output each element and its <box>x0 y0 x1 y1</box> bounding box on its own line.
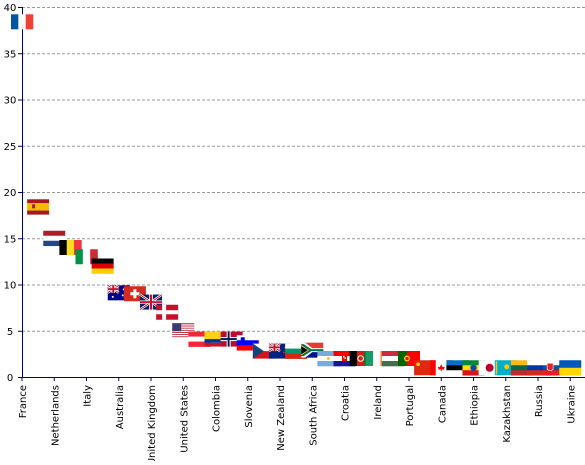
gridlines <box>22 7 585 332</box>
flag-marker-slovenia <box>236 335 259 351</box>
y-tick-label: 20 <box>4 188 17 199</box>
x-tick-label: France <box>18 385 29 418</box>
x-tick-label: New Zealand <box>276 385 287 451</box>
x-tick-label: Portugal <box>405 385 416 426</box>
flag-marker-austria <box>188 331 211 347</box>
x-tick-label: Ukraine <box>566 385 577 424</box>
flag-marker-russia <box>527 360 549 376</box>
flag-marker-ethiopia <box>462 360 485 376</box>
flag-marker-usa <box>172 323 195 339</box>
flag-marker-estonia <box>446 360 469 376</box>
x-tick-label: Italy <box>83 385 94 407</box>
flag-marker-belgium <box>59 240 82 255</box>
flag-marker-spain <box>27 199 50 215</box>
x-tick-label: South Africa <box>308 385 319 446</box>
flag-marker-bulgaria <box>285 343 308 359</box>
y-tick-label: 0 <box>7 373 13 384</box>
x-tick-label: Ethiopia <box>470 385 481 426</box>
flag-marker-germany <box>91 258 114 274</box>
flag-marker-southafrica <box>301 342 324 358</box>
flag-marker-italy <box>75 249 98 265</box>
x-tick-label: Australia <box>115 385 126 429</box>
y-tick-label: 30 <box>4 96 17 107</box>
x-tick-label: Ireland <box>373 385 384 420</box>
flag-marker-hungary <box>381 351 404 367</box>
x-tick-label: Colombia <box>212 385 223 432</box>
flag-markers <box>11 14 582 376</box>
flag-marker-denmark <box>156 304 179 320</box>
x-tick-label: Netherlands <box>50 385 61 446</box>
x-tick-label: Kazakhstan <box>502 385 513 443</box>
y-tick-label: 25 <box>4 142 17 153</box>
y-tick-label: 5 <box>7 327 13 338</box>
flag-marker-colombia <box>204 331 227 347</box>
flag-marker-czech <box>252 343 275 359</box>
x-tick-labels: France Netherlands Italy Australia United Ki… <box>18 377 577 465</box>
y-tick-label: 10 <box>4 281 17 292</box>
x-tick-label: Croatia <box>341 385 352 421</box>
flag-marker-lithuania <box>510 360 533 376</box>
y-tick-label: 35 <box>4 49 17 60</box>
flag-marker-argentina <box>317 351 340 367</box>
flag-marker-netherlands <box>43 230 66 247</box>
y-tick-label: 15 <box>4 234 17 245</box>
x-tick-label: Canada <box>437 385 448 423</box>
x-tick-label: Russia <box>534 385 545 417</box>
x-tick-label: United States <box>179 385 190 453</box>
y-tick-label: 40 <box>4 3 17 14</box>
axes: 0 5 10 15 20 25 30 35 40 <box>4 3 585 384</box>
x-tick-label: United Kingdom <box>147 385 158 461</box>
x-tick-label: Slovenia <box>244 385 255 428</box>
flag-marker-ukraine <box>559 360 582 376</box>
flag-marker-croatia <box>333 351 356 367</box>
flag-marker-france <box>11 14 34 30</box>
flag-marker-slovakia <box>543 360 566 376</box>
